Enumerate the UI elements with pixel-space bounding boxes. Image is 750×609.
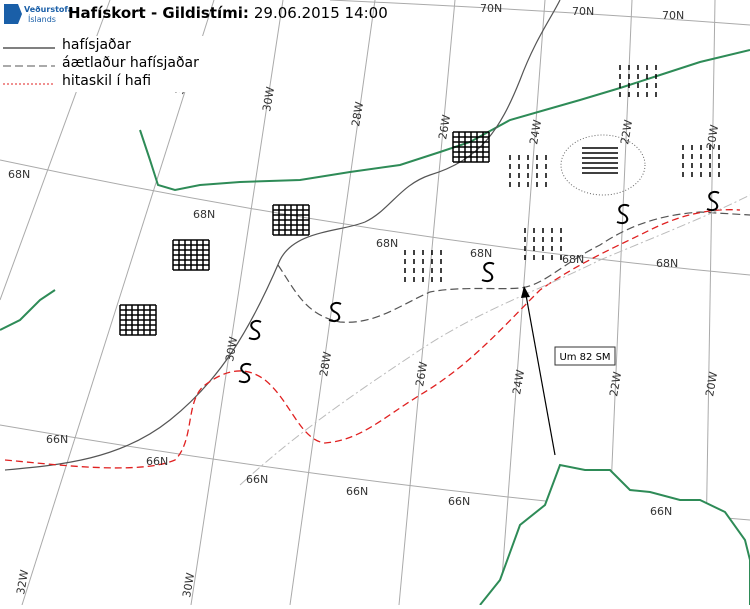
ice-dashes bbox=[524, 228, 562, 260]
grid-label: 70N bbox=[480, 2, 502, 15]
iceland-coast bbox=[479, 463, 750, 606]
grid-label: 28W bbox=[349, 101, 366, 128]
grid-label: 26W bbox=[436, 114, 453, 141]
valid-time: 29.06.2015 14:00 bbox=[254, 4, 388, 22]
lat-70n bbox=[329, 0, 750, 26]
grid-label: 26W bbox=[413, 361, 430, 388]
ice-area-outline bbox=[560, 134, 646, 196]
grid-label: 22W bbox=[607, 371, 624, 398]
legend-label: áætlaður hafísjaðar bbox=[62, 55, 199, 71]
grid-label: 28W bbox=[317, 351, 334, 378]
lon-26w bbox=[398, 0, 456, 606]
grid-label: 66N bbox=[448, 495, 470, 508]
lat-68n bbox=[0, 159, 750, 276]
ice-hatch bbox=[172, 239, 210, 271]
grid-label: 24W bbox=[510, 369, 527, 396]
grid-label: 68N bbox=[8, 168, 30, 181]
ice-hatch bbox=[272, 204, 310, 236]
title-main: Hafískort - Gildistími: bbox=[68, 4, 249, 22]
dash-dot-line bbox=[239, 194, 750, 486]
annotation: Um 82 SM bbox=[559, 352, 610, 363]
grid-label: 66N bbox=[346, 485, 368, 498]
ice-hatch bbox=[452, 131, 490, 163]
ice-s-symbol bbox=[328, 302, 342, 322]
grid-label: 70N bbox=[662, 9, 684, 22]
grid-labels: 70N 70N 70N 68N 68N 68N 68N 68N 68N 66N 66N 66N 66N 6… bbox=[8, 2, 721, 599]
greenland-coast-west bbox=[0, 289, 56, 331]
ice-edge bbox=[4, 0, 561, 471]
lon-28w bbox=[289, 0, 376, 606]
ice-dashes bbox=[404, 250, 442, 282]
title: Hafískort - Gildistími: 29.06.2015 14:00 bbox=[68, 4, 388, 22]
legend-label: hafísjaðar bbox=[62, 37, 131, 53]
grid-label: 20W bbox=[703, 371, 720, 398]
ice-s-symbol bbox=[248, 320, 262, 340]
greenland-coast bbox=[139, 49, 750, 192]
ice-s-symbol bbox=[481, 262, 495, 282]
grid-label: 66N bbox=[650, 505, 672, 518]
grid-label: 30W bbox=[260, 86, 277, 113]
ice-s-symbol bbox=[616, 204, 630, 224]
grid-label: 66N bbox=[46, 433, 68, 446]
logo-text: Íslands bbox=[28, 13, 56, 24]
annotation-box bbox=[554, 346, 616, 366]
coastlines bbox=[0, 49, 750, 606]
temperature-front bbox=[4, 209, 741, 469]
grid-label: 68N bbox=[376, 237, 398, 250]
lon-24w bbox=[499, 0, 546, 606]
grid-label: 68N bbox=[470, 247, 492, 260]
grid-label: 22W bbox=[618, 119, 635, 146]
arrow-head bbox=[521, 286, 530, 298]
legend-bg bbox=[0, 36, 205, 92]
grid-label: 66N bbox=[146, 455, 168, 468]
estimated-ice-edge bbox=[277, 211, 750, 323]
ice-s-symbol bbox=[706, 191, 720, 211]
ice-hatch bbox=[119, 304, 157, 336]
grid-label: 24W bbox=[527, 119, 544, 146]
ice-dashes bbox=[619, 65, 657, 97]
grid-label: 68N bbox=[193, 208, 215, 221]
grid-label: 68N bbox=[656, 257, 678, 270]
ice-symbols bbox=[119, 65, 720, 383]
grid-label: 30W bbox=[180, 572, 197, 599]
grid-label: 70N bbox=[572, 5, 594, 18]
logo-icon bbox=[4, 4, 22, 24]
grid-label: 66N bbox=[246, 473, 268, 486]
ice-dashes bbox=[682, 145, 720, 177]
ice-lines bbox=[582, 147, 618, 174]
ice-s-symbol bbox=[238, 363, 252, 383]
legend-label: hitaskil í hafi bbox=[62, 73, 151, 89]
logo-text: Veðurstofa bbox=[24, 5, 73, 14]
grid-label: 32W bbox=[14, 569, 31, 596]
grid-label: 68N bbox=[562, 253, 584, 266]
grid-label: 30W bbox=[223, 336, 240, 363]
lon-30w bbox=[190, 0, 284, 606]
arrow-shaft bbox=[525, 294, 556, 456]
grid-label: 20W bbox=[704, 124, 721, 151]
ice-dashes bbox=[509, 155, 547, 187]
lon-32w bbox=[21, 0, 215, 606]
